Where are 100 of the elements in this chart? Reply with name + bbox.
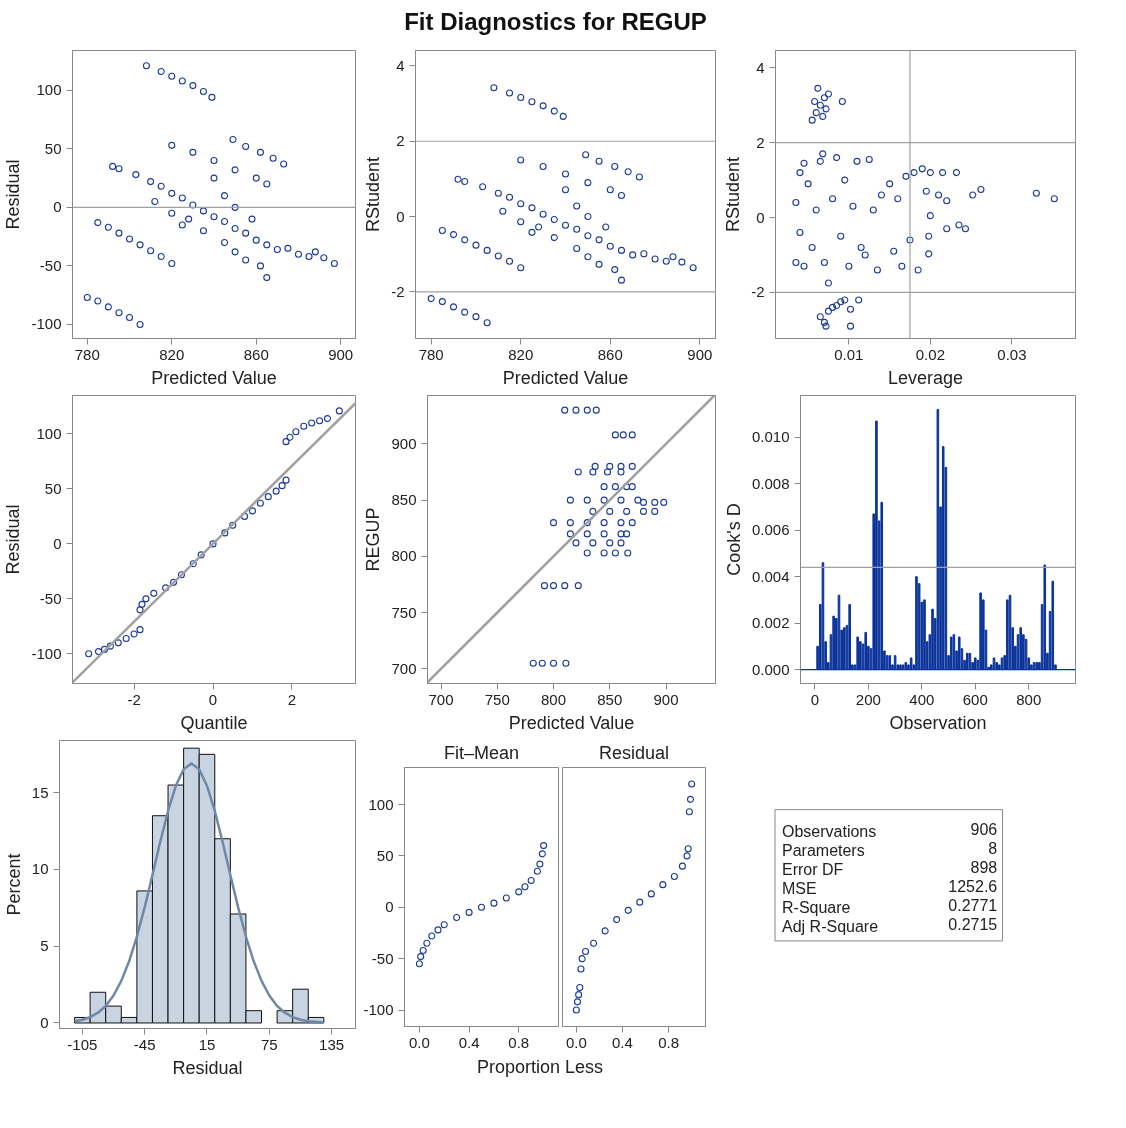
y-tick-label: -50 bbox=[39, 256, 62, 274]
x-tick-label: 800 bbox=[1016, 690, 1042, 708]
x-tick-label: 0.02 bbox=[915, 345, 945, 363]
y-tick-label: 0.000 bbox=[751, 660, 790, 678]
y-tick-label: 0.006 bbox=[751, 521, 790, 539]
x-tick-label: 900 bbox=[687, 345, 713, 363]
x-tick-label: 0.0 bbox=[408, 1033, 430, 1051]
y-axis-title: Percent bbox=[3, 853, 24, 916]
text: 1252.6 bbox=[948, 877, 998, 895]
x-tick-label: 860 bbox=[597, 345, 623, 363]
x-tick-label: 15 bbox=[198, 1035, 216, 1053]
y-tick-label: 0 bbox=[40, 1013, 49, 1031]
x-tick-label: 800 bbox=[540, 690, 567, 708]
x-tick-label: 0 bbox=[810, 690, 820, 708]
y-tick-label: 0.008 bbox=[751, 474, 790, 492]
category-label: Adj R-Square bbox=[782, 917, 879, 935]
y-tick-label: 100 bbox=[36, 81, 62, 99]
y-axis-title: REGUP bbox=[363, 507, 384, 572]
category-label: Parameters bbox=[782, 841, 865, 859]
y-axis-title: RStudent bbox=[363, 156, 384, 233]
x-tick-label: -45 bbox=[133, 1035, 156, 1053]
x-tick-label: 780 bbox=[74, 345, 100, 363]
y-tick-label: 100 bbox=[36, 424, 62, 442]
x-tick-label: 2 bbox=[287, 690, 297, 708]
x-axis-title: Predicted Value bbox=[502, 367, 629, 388]
x-tick-label: 0.0 bbox=[565, 1033, 587, 1051]
x-tick-label: 0.03 bbox=[997, 345, 1027, 363]
y-tick-label: 5 bbox=[40, 937, 49, 955]
x-tick-label: 0.01 bbox=[834, 345, 864, 363]
y-tick-label: 2 bbox=[396, 132, 405, 150]
x-axis-title: Quantile bbox=[180, 712, 248, 733]
x-tick-label: -105 bbox=[67, 1035, 98, 1053]
y-tick-label: -50 bbox=[371, 949, 394, 967]
text: 0.2715 bbox=[948, 915, 998, 933]
x-tick-label: -2 bbox=[127, 690, 141, 708]
x-axis-title: Proportion Less bbox=[476, 1056, 604, 1079]
x-tick-label: 750 bbox=[484, 690, 510, 708]
y-tick-label: 10 bbox=[31, 860, 49, 878]
category-label: R-Square bbox=[782, 898, 851, 916]
text: 898 bbox=[970, 858, 998, 876]
x-tick-label: 0.8 bbox=[508, 1033, 530, 1051]
y-tick-label: -100 bbox=[363, 1001, 394, 1019]
y-tick-label: 0 bbox=[756, 208, 765, 226]
x-tick-label: 0.4 bbox=[458, 1033, 480, 1051]
y-tick-label: 0 bbox=[53, 534, 62, 552]
y-tick-label: 0 bbox=[396, 207, 405, 225]
y-tick-label: 4 bbox=[756, 58, 765, 76]
x-axis-title: Leverage bbox=[887, 367, 964, 388]
y-axis-title: Residual bbox=[3, 159, 24, 230]
x-tick-label: 820 bbox=[159, 345, 185, 363]
y-tick-label: 100 bbox=[368, 795, 394, 813]
x-axis-title: Observation bbox=[889, 712, 987, 733]
category-label: Observations bbox=[782, 822, 877, 840]
y-tick-label: 50 bbox=[44, 479, 62, 497]
y-tick-label: 0 bbox=[53, 198, 62, 216]
y-tick-label: 0.010 bbox=[751, 428, 790, 446]
y-tick-label: -100 bbox=[31, 644, 62, 662]
x-axis-title: Predicted Value bbox=[151, 367, 277, 388]
x-tick-label: 200 bbox=[855, 690, 881, 708]
chart-title: Fit–Mean bbox=[443, 742, 520, 763]
y-axis-title: Cook's D bbox=[723, 503, 744, 576]
x-tick-label: 135 bbox=[319, 1035, 345, 1053]
y-tick-label: 50 bbox=[376, 846, 394, 864]
x-tick-label: 0.8 bbox=[658, 1033, 680, 1051]
y-tick-label: 0 bbox=[385, 898, 394, 916]
chart-title: Residual bbox=[598, 742, 670, 763]
category-label: Error DF bbox=[782, 860, 844, 878]
x-tick-label: 860 bbox=[243, 345, 269, 363]
x-tick-label: 850 bbox=[597, 690, 623, 708]
y-tick-label: -50 bbox=[39, 589, 62, 607]
y-tick-label: -2 bbox=[391, 282, 405, 300]
y-tick-label: 4 bbox=[396, 56, 405, 74]
y-tick-label: -100 bbox=[31, 315, 62, 333]
x-axis-title: Residual bbox=[172, 1057, 243, 1078]
y-tick-label: 15 bbox=[31, 783, 49, 801]
y-axis-title: RStudent bbox=[723, 156, 744, 233]
y-tick-label: -2 bbox=[751, 283, 765, 301]
x-tick-label: 780 bbox=[418, 345, 444, 363]
x-tick-label: 400 bbox=[909, 690, 935, 708]
y-tick-label: 0.004 bbox=[751, 567, 790, 585]
text: 0.2771 bbox=[948, 896, 998, 914]
x-tick-label: 600 bbox=[962, 690, 988, 708]
x-tick-label: 820 bbox=[508, 345, 534, 363]
y-tick-label: 750 bbox=[391, 603, 417, 621]
y-tick-label: 800 bbox=[391, 547, 417, 565]
x-axis-title: Predicted Value bbox=[508, 712, 635, 733]
y-tick-label: 850 bbox=[391, 491, 417, 509]
text: 906 bbox=[970, 820, 998, 838]
y-tick-label: 700 bbox=[391, 659, 417, 677]
text: 8 bbox=[988, 839, 998, 857]
x-tick-label: 900 bbox=[653, 690, 679, 708]
y-tick-label: 0.002 bbox=[751, 614, 790, 632]
x-tick-label: 0 bbox=[208, 690, 218, 708]
x-tick-label: 75 bbox=[260, 1035, 278, 1053]
text: Fit Diagnostics for REGUP bbox=[404, 7, 707, 35]
x-tick-label: 900 bbox=[328, 345, 354, 363]
category-label: MSE bbox=[782, 879, 817, 897]
y-tick-label: 50 bbox=[44, 139, 62, 157]
y-tick-label: 900 bbox=[391, 434, 417, 452]
x-tick-label: 700 bbox=[428, 690, 454, 708]
